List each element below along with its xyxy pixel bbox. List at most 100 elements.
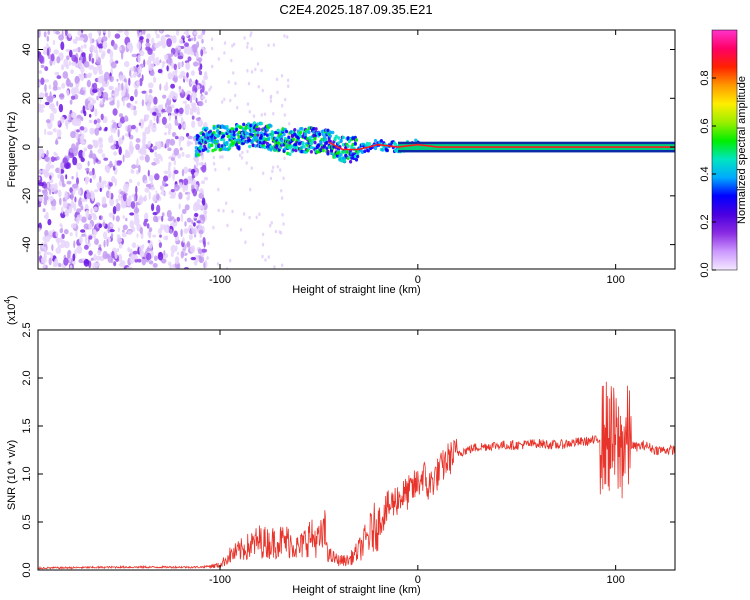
- y-tick-label: 0: [21, 144, 33, 150]
- noise-speckle: [246, 149, 249, 154]
- noise-speckle: [200, 88, 203, 95]
- noise-speckle: [185, 154, 191, 158]
- signal-blob: [283, 147, 287, 151]
- noise-speckle: [80, 110, 84, 114]
- noise-speckle: [257, 84, 260, 89]
- noise-speckle: [58, 263, 62, 268]
- noise-speckle: [148, 82, 154, 89]
- y-axis-label: Frequency (Hz): [6, 112, 18, 188]
- noise-speckle: [156, 204, 161, 214]
- noise-speckle: [76, 245, 83, 254]
- colorbar-tick-label: 0.4: [699, 166, 711, 181]
- noise-speckle: [169, 138, 176, 146]
- snr-data-point: [665, 449, 666, 450]
- noise-speckle: [107, 254, 113, 263]
- noise-speckle: [150, 181, 153, 186]
- snr-data-point: [496, 445, 497, 446]
- noise-speckle: [131, 53, 138, 58]
- noise-speckle: [157, 140, 162, 150]
- snr-data-point: [407, 493, 408, 494]
- noise-speckle: [38, 92, 45, 99]
- noise-speckle: [189, 230, 193, 235]
- noise-speckle: [44, 101, 50, 106]
- noise-speckle: [115, 198, 119, 203]
- snr-data-point: [635, 447, 636, 448]
- noise-speckle: [69, 49, 73, 58]
- noise-speckle: [92, 229, 97, 235]
- noise-speckle: [126, 102, 131, 108]
- noise-speckle: [130, 104, 134, 111]
- noise-speckle: [45, 251, 52, 255]
- noise-speckle: [269, 99, 273, 103]
- signal-blob: [237, 135, 241, 139]
- noise-speckle: [60, 161, 65, 170]
- snr-data-point: [417, 483, 418, 484]
- noise-speckle: [201, 164, 207, 173]
- noise-speckle: [138, 148, 144, 154]
- noise-speckle: [122, 229, 125, 233]
- noise-speckle: [178, 74, 183, 79]
- noise-speckle: [168, 161, 172, 167]
- noise-speckle: [98, 137, 103, 145]
- noise-speckle: [39, 244, 45, 252]
- noise-speckle: [101, 153, 106, 158]
- noise-speckle: [241, 150, 244, 155]
- noise-speckle: [269, 95, 272, 100]
- noise-speckle: [84, 167, 90, 171]
- noise-speckle: [184, 103, 187, 112]
- noise-speckle: [180, 213, 184, 222]
- noise-speckle: [156, 193, 160, 201]
- noise-speckle: [239, 227, 243, 232]
- noise-speckle: [155, 60, 161, 66]
- signal-blob: [276, 128, 280, 133]
- snr-plot-area: [38, 381, 675, 570]
- x-axis-label: Height of straight line (km): [292, 584, 420, 596]
- noise-speckle: [133, 217, 140, 226]
- noise-speckle: [160, 184, 165, 193]
- noise-speckle: [269, 176, 273, 181]
- noise-speckle: [38, 182, 45, 187]
- noise-speckle: [44, 79, 49, 83]
- signal-blob: [353, 154, 357, 159]
- noise-speckle: [181, 151, 185, 157]
- noise-speckle: [101, 180, 107, 185]
- noise-speckle: [69, 99, 73, 105]
- colorbar: 0.0 0.2 0.4 0.6 0.8 Normalized spectral ampli…: [699, 29, 748, 278]
- noise-speckle: [196, 41, 200, 48]
- noise-speckle: [56, 56, 61, 64]
- signal-blob: [339, 152, 343, 157]
- noise-speckle: [179, 38, 184, 44]
- noise-speckle: [122, 215, 126, 219]
- noise-speckle: [282, 222, 285, 226]
- noise-speckle: [177, 153, 182, 159]
- noise-speckle: [104, 165, 111, 172]
- noise-speckle: [62, 201, 68, 208]
- noise-speckle: [181, 169, 185, 177]
- noise-speckle: [76, 162, 83, 171]
- noise-speckle: [177, 46, 181, 50]
- noise-speckle: [275, 77, 279, 82]
- noise-speckle: [102, 50, 106, 57]
- noise-speckle: [176, 30, 180, 36]
- noise-speckle: [44, 92, 48, 97]
- signal-blob: [320, 137, 324, 142]
- signal-blob: [346, 144, 350, 149]
- y-multiplier-exponent: 4: [3, 299, 12, 304]
- noise-speckle: [128, 77, 131, 86]
- noise-speckle: [122, 224, 128, 231]
- noise-speckle: [164, 124, 169, 129]
- noise-speckle: [198, 229, 204, 235]
- noise-speckle: [135, 143, 141, 150]
- noise-speckle: [204, 99, 207, 103]
- signal-blob: [331, 130, 335, 135]
- noise-speckle: [161, 41, 167, 49]
- noise-speckle: [144, 154, 150, 163]
- noise-speckle: [147, 140, 152, 147]
- signal-blob: [312, 126, 316, 131]
- noise-speckle: [58, 167, 62, 175]
- noise-speckle: [118, 146, 122, 156]
- signal-blob: [237, 145, 241, 149]
- noise-speckle: [121, 88, 126, 98]
- noise-speckle: [163, 250, 166, 256]
